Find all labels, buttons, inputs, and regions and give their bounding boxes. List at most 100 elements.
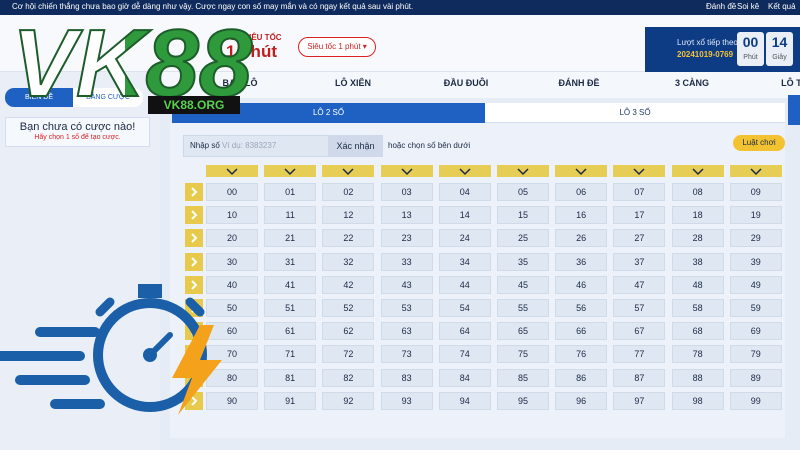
number-cell[interactable]: 43 [380, 275, 433, 294]
game-selector[interactable]: Siêu tốc 1 phút ▾ [298, 37, 376, 57]
number-cell[interactable]: 64 [438, 322, 491, 341]
number-cell[interactable]: 39 [729, 252, 782, 271]
number-cell[interactable]: 90 [206, 391, 258, 410]
number-cell[interactable]: 09 [729, 183, 782, 201]
column-select[interactable] [555, 165, 608, 177]
number-cell[interactable]: 01 [264, 183, 317, 201]
number-cell[interactable]: 76 [555, 345, 608, 364]
column-select[interactable] [264, 165, 317, 177]
game-tab[interactable]: ĐÁNH ĐỀ [558, 78, 600, 88]
number-cell[interactable]: 21 [264, 229, 317, 248]
number-cell[interactable]: 51 [264, 299, 317, 317]
number-cell[interactable]: 49 [729, 275, 782, 294]
number-cell[interactable]: 67 [613, 322, 666, 341]
number-cell[interactable]: 29 [729, 229, 782, 248]
side-toggle[interactable] [788, 95, 800, 125]
number-cell[interactable]: 94 [438, 391, 491, 410]
number-cell[interactable]: 47 [613, 275, 666, 294]
number-cell[interactable]: 83 [380, 368, 433, 387]
number-cell[interactable]: 65 [497, 322, 549, 341]
number-cell[interactable]: 75 [497, 345, 549, 364]
number-cell[interactable]: 93 [380, 391, 433, 410]
number-cell[interactable]: 18 [671, 206, 724, 225]
number-cell[interactable]: 72 [322, 345, 375, 364]
sidebar-tab[interactable]: BẢNG CƯỢC [73, 88, 143, 107]
row-select[interactable] [185, 206, 203, 225]
number-cell[interactable]: 50 [206, 299, 258, 317]
number-cell[interactable]: 85 [497, 368, 549, 387]
number-cell[interactable]: 89 [729, 368, 782, 387]
column-select[interactable] [438, 165, 491, 177]
number-cell[interactable]: 27 [613, 229, 666, 248]
number-cell[interactable]: 78 [671, 345, 724, 364]
number-cell[interactable]: 04 [438, 183, 491, 201]
number-cell[interactable]: 42 [322, 275, 375, 294]
game-tab[interactable]: ĐẦU ĐUÔI [443, 78, 489, 88]
number-cell[interactable]: 48 [671, 275, 724, 294]
column-select[interactable] [380, 165, 433, 177]
number-cell[interactable]: 13 [380, 206, 433, 225]
number-cell[interactable]: 60 [206, 322, 258, 341]
number-cell[interactable]: 46 [555, 275, 608, 294]
number-cell[interactable]: 68 [671, 322, 724, 341]
number-cell[interactable]: 15 [497, 206, 549, 225]
row-select[interactable] [185, 183, 203, 201]
number-cell[interactable]: 99 [729, 391, 782, 410]
number-cell[interactable]: 33 [380, 252, 433, 271]
number-cell[interactable]: 54 [438, 299, 491, 317]
row-select[interactable] [185, 252, 203, 271]
number-cell[interactable]: 57 [613, 299, 666, 317]
number-cell[interactable]: 59 [729, 299, 782, 317]
game-tab[interactable]: BAO LÔ [222, 78, 258, 88]
subtab-active[interactable]: LÔ 2 SỐ [172, 103, 485, 123]
number-cell[interactable]: 23 [380, 229, 433, 248]
game-tab[interactable]: 3 CÀNG [674, 78, 709, 88]
number-cell[interactable]: 91 [264, 391, 317, 410]
sidebar-tab[interactable]: BIÊN ĐỀ [5, 88, 73, 107]
game-tab[interactable]: LÔ TRƯỢT [781, 78, 800, 88]
number-cell[interactable]: 98 [671, 391, 724, 410]
top-link[interactable]: Đánh đề [706, 2, 737, 11]
number-cell[interactable]: 74 [438, 345, 491, 364]
number-cell[interactable]: 45 [497, 275, 549, 294]
number-cell[interactable]: 16 [555, 206, 608, 225]
number-cell[interactable]: 22 [322, 229, 375, 248]
number-cell[interactable]: 61 [264, 322, 317, 341]
number-cell[interactable]: 92 [322, 391, 375, 410]
top-link[interactable]: Soi kê [737, 2, 760, 11]
number-cell[interactable]: 87 [613, 368, 666, 387]
number-cell[interactable]: 55 [497, 299, 549, 317]
column-select[interactable] [729, 165, 782, 177]
game-tab[interactable]: LÔ XIÊN [334, 78, 371, 88]
number-cell[interactable]: 66 [555, 322, 608, 341]
number-cell[interactable]: 08 [671, 183, 724, 201]
number-cell[interactable]: 28 [671, 229, 724, 248]
number-cell[interactable]: 10 [206, 206, 258, 225]
number-cell[interactable]: 73 [380, 345, 433, 364]
number-cell[interactable]: 12 [322, 206, 375, 225]
column-select[interactable] [497, 165, 549, 177]
number-cell[interactable]: 97 [613, 391, 666, 410]
number-cell[interactable]: 41 [264, 275, 317, 294]
number-cell[interactable]: 52 [322, 299, 375, 317]
number-cell[interactable]: 25 [497, 229, 549, 248]
column-select[interactable] [206, 165, 258, 177]
number-cell[interactable]: 86 [555, 368, 608, 387]
number-cell[interactable]: 63 [380, 322, 433, 341]
column-select[interactable] [671, 165, 724, 177]
number-cell[interactable]: 53 [380, 299, 433, 317]
number-cell[interactable]: 00 [206, 183, 258, 201]
number-cell[interactable]: 71 [264, 345, 317, 364]
number-cell[interactable]: 81 [264, 368, 317, 387]
number-cell[interactable]: 58 [671, 299, 724, 317]
number-cell[interactable]: 82 [322, 368, 375, 387]
confirm-button[interactable]: Xác nhận [328, 135, 383, 157]
number-cell[interactable]: 77 [613, 345, 666, 364]
number-cell[interactable]: 88 [671, 368, 724, 387]
number-cell[interactable]: 96 [555, 391, 608, 410]
number-cell[interactable]: 62 [322, 322, 375, 341]
number-cell[interactable]: 19 [729, 206, 782, 225]
subtab[interactable]: LÔ 3 SỐ [485, 103, 785, 123]
number-cell[interactable]: 17 [613, 206, 666, 225]
row-select[interactable] [185, 275, 203, 294]
